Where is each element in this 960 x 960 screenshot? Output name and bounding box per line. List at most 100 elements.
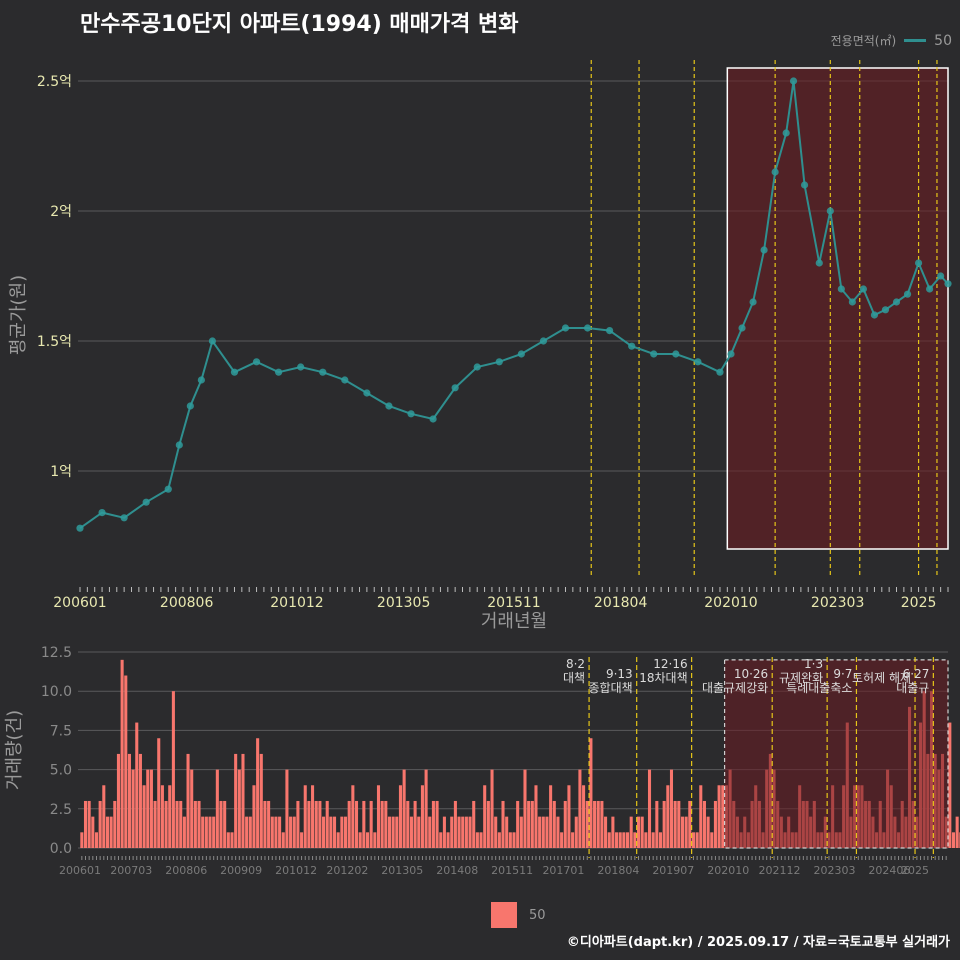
price-point [789, 77, 798, 85]
volume-bar [435, 800, 439, 848]
policy-date-label: 1·3 [804, 657, 823, 671]
volume-bar [439, 832, 443, 848]
price-point [142, 498, 150, 506]
volume-bar [160, 785, 164, 848]
volume-bar [208, 816, 212, 848]
volume-bar [428, 816, 432, 848]
price-point [760, 246, 768, 254]
volume-bar [179, 800, 183, 848]
policy-date-label: 8·2 [566, 657, 585, 671]
volume-bar [168, 785, 172, 848]
policy-name-label: 특례대출축소 [786, 681, 852, 695]
volume-bar [325, 800, 329, 848]
volume-bar [384, 800, 388, 848]
volume-bar [124, 675, 128, 848]
volume-bar [582, 785, 586, 848]
volume-bar [618, 832, 622, 848]
price-point [164, 485, 172, 493]
price-point [407, 410, 415, 418]
price-highlight-box [726, 67, 949, 550]
price-point [800, 181, 809, 189]
volume-x-tick-label: 2025 [901, 864, 929, 877]
volume-bar [717, 785, 721, 848]
volume-bar [710, 832, 714, 848]
price-point [275, 368, 283, 376]
policy-name-label: 대책 [563, 670, 585, 685]
volume-bar [329, 816, 333, 848]
volume-x-tick-label: 201511 [491, 864, 533, 877]
price-point [782, 129, 790, 137]
volume-bar [611, 816, 615, 848]
volume-bar [607, 832, 611, 848]
volume-bar [234, 753, 238, 848]
price-y-axis-title: 평균가(원) [8, 275, 29, 355]
price-point [561, 324, 570, 332]
volume-bar [658, 832, 663, 848]
volume-bar [289, 816, 293, 848]
volume-bar [303, 785, 307, 848]
volume-y-axis-title: 거래량(건) [4, 710, 25, 790]
volume-bar [549, 785, 553, 848]
volume-bar [677, 800, 681, 848]
volume-bar [149, 769, 153, 848]
volume-bar [105, 816, 109, 848]
volume-bar [80, 832, 84, 848]
policy-date-label: 12·16 [653, 657, 687, 671]
volume-bar [164, 800, 168, 848]
volume-bar [87, 800, 91, 848]
volume-bar [420, 785, 424, 848]
volume-y-tick-label: 0.0 [50, 841, 72, 857]
volume-bar [142, 785, 146, 848]
volume-bar [596, 800, 600, 848]
volume-bar [413, 800, 417, 848]
volume-bar [589, 738, 593, 848]
price-point [451, 384, 459, 392]
price-x-tick-label: 201012 [270, 595, 323, 611]
price-point [319, 368, 327, 376]
volume-bar [673, 800, 677, 848]
policy-name-label: 18차대책 [639, 670, 687, 685]
volume-bar [391, 816, 395, 848]
volume-bar [351, 785, 355, 848]
price-x-tick-label: 2025 [901, 595, 937, 611]
volume-y-tick-label: 7.5 [50, 723, 72, 739]
volume-bar [311, 785, 315, 848]
volume-bar [98, 800, 102, 848]
volume-bar [651, 832, 655, 848]
price-y-tick-label: 1.5억 [37, 334, 72, 350]
volume-x-tick-label: 200601 [59, 864, 101, 877]
volume-bar [333, 816, 337, 848]
volume-bar [120, 659, 124, 848]
volume-bar [369, 800, 373, 848]
volume-bar [182, 816, 186, 848]
price-x-tick-label: 202010 [704, 595, 757, 611]
volume-bar [472, 800, 476, 848]
volume-bar [131, 769, 135, 848]
legend-series-label: 50 [934, 32, 952, 49]
volume-bar [699, 785, 703, 848]
volume-x-tick-label: 200806 [165, 864, 207, 877]
volume-bar [640, 816, 644, 848]
volume-bar [450, 816, 454, 848]
volume-bar [226, 832, 230, 848]
volume-bar [633, 832, 637, 848]
volume-bar [538, 816, 542, 848]
volume-bar [948, 722, 952, 848]
price-point [826, 207, 834, 215]
volume-bar [241, 753, 245, 848]
volume-bar [259, 753, 263, 848]
volume-bar [556, 816, 560, 848]
volume-bar [197, 800, 201, 848]
volume-bar [497, 832, 501, 848]
volume-bar [691, 832, 695, 848]
volume-bar [578, 769, 582, 848]
volume-bar [647, 769, 652, 848]
legend-bottom: 50 [491, 902, 546, 928]
volume-bar [358, 832, 362, 848]
volume-bar [83, 800, 88, 848]
volume-bar [475, 832, 479, 848]
volume-bar [468, 816, 472, 848]
volume-bar [431, 800, 435, 848]
volume-bar [666, 785, 670, 848]
price-point [495, 358, 503, 366]
